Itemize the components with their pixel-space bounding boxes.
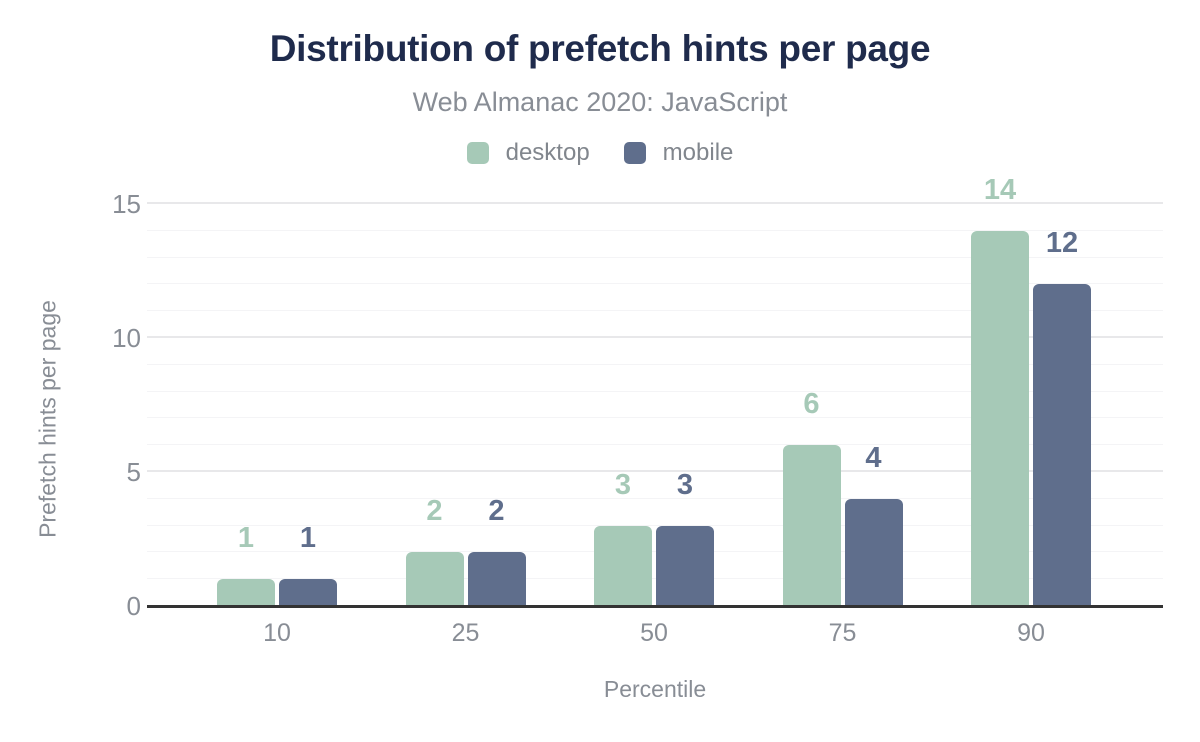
plot-area: 0 5 10 15 1 1 10 2 2 25 3 3 50 6 4 75 14 12 90 <box>112 175 1163 647</box>
value-label-mobile-p10: 1 <box>299 522 317 555</box>
bar-mobile-p50 <box>656 525 714 606</box>
gridline-13 <box>147 256 1163 258</box>
bar-mobile-p10 <box>279 579 337 606</box>
bar-slot-mobile-p90: 12 <box>1033 204 1091 606</box>
value-label-desktop-p50: 3 <box>614 468 632 501</box>
bar-desktop-p10 <box>217 579 275 606</box>
value-label-desktop-p25: 2 <box>426 495 443 528</box>
gridline-1 <box>147 578 1163 580</box>
bar-slot-desktop-p25: 2 <box>405 204 464 606</box>
legend-swatch-desktop <box>466 142 489 164</box>
bar-desktop-p25 <box>405 552 464 606</box>
bar-desktop-p50 <box>594 525 652 606</box>
bar-mobile-p25 <box>467 552 526 606</box>
gridline-6 <box>147 444 1163 446</box>
x-tick-label-10: 10 <box>263 619 291 647</box>
value-label-mobile-p50: 3 <box>676 468 694 501</box>
value-label-mobile-p90: 12 <box>1045 227 1079 260</box>
gridline-7 <box>147 417 1163 419</box>
y-tick-label-15: 15 <box>112 189 141 219</box>
gridline-11 <box>147 310 1163 312</box>
bar-slot-mobile-p25: 2 <box>467 204 526 606</box>
legend-item-desktop[interactable]: desktop <box>466 139 590 167</box>
gridline-3 <box>147 524 1163 526</box>
legend-label-mobile: mobile <box>662 139 734 166</box>
bar-slot-desktop-p90: 14 <box>971 175 1029 606</box>
bar-desktop-p75 <box>782 445 841 606</box>
gridline-10 <box>147 336 1163 338</box>
x-tick-label-75: 75 <box>828 619 857 647</box>
x-axis-line <box>147 605 1163 608</box>
value-label-desktop-p10: 1 <box>237 522 255 555</box>
bar-mobile-p90 <box>1033 284 1091 606</box>
bar-slot-mobile-p75: 4 <box>844 204 903 606</box>
legend-item-mobile[interactable]: mobile <box>623 139 734 167</box>
chart-title: Distribution of prefetch hints per page <box>269 28 931 69</box>
legend-label-desktop: desktop <box>505 139 590 166</box>
bar-slot-desktop-p10: 1 <box>217 204 275 606</box>
gridline-9 <box>147 363 1163 365</box>
value-label-mobile-p25: 2 <box>488 495 505 528</box>
gridline-15 <box>147 202 1163 204</box>
gridline-8 <box>147 390 1163 392</box>
y-tick-label-10: 10 <box>112 323 141 353</box>
y-tick-label-0: 0 <box>126 591 141 621</box>
bar-slot-desktop-p50: 3 <box>594 204 652 606</box>
bar-slot-mobile-p10: 1 <box>279 204 337 606</box>
value-label-desktop-p90: 14 <box>983 173 1017 206</box>
x-tick-label-25: 25 <box>451 619 480 647</box>
legend-swatch-mobile <box>623 142 646 164</box>
value-label-desktop-p75: 6 <box>803 388 820 421</box>
bar-group-p90: 14 12 <box>971 175 1091 606</box>
y-tick-label-5: 5 <box>126 457 141 487</box>
legend: desktop mobile <box>0 139 1200 167</box>
gridline-5 <box>147 470 1163 472</box>
x-tick-label-50: 50 <box>640 619 668 647</box>
gridline-12 <box>147 283 1163 285</box>
bar-desktop-p90 <box>971 230 1029 606</box>
value-label-mobile-p75: 4 <box>865 441 882 474</box>
bar-slot-mobile-p50: 3 <box>656 204 714 606</box>
bar-mobile-p75 <box>844 498 903 606</box>
y-axis-title: Prefetch hints per page <box>34 300 61 538</box>
x-axis-title: Percentile <box>603 676 707 702</box>
gridline-14 <box>147 229 1163 231</box>
x-tick-label-90: 90 <box>1017 619 1045 647</box>
gridline-4 <box>147 497 1163 499</box>
bar-slot-desktop-p75: 6 <box>782 204 841 606</box>
chart-subtitle: Web Almanac 2020: JavaScript <box>412 87 788 117</box>
gridline-2 <box>147 551 1163 553</box>
